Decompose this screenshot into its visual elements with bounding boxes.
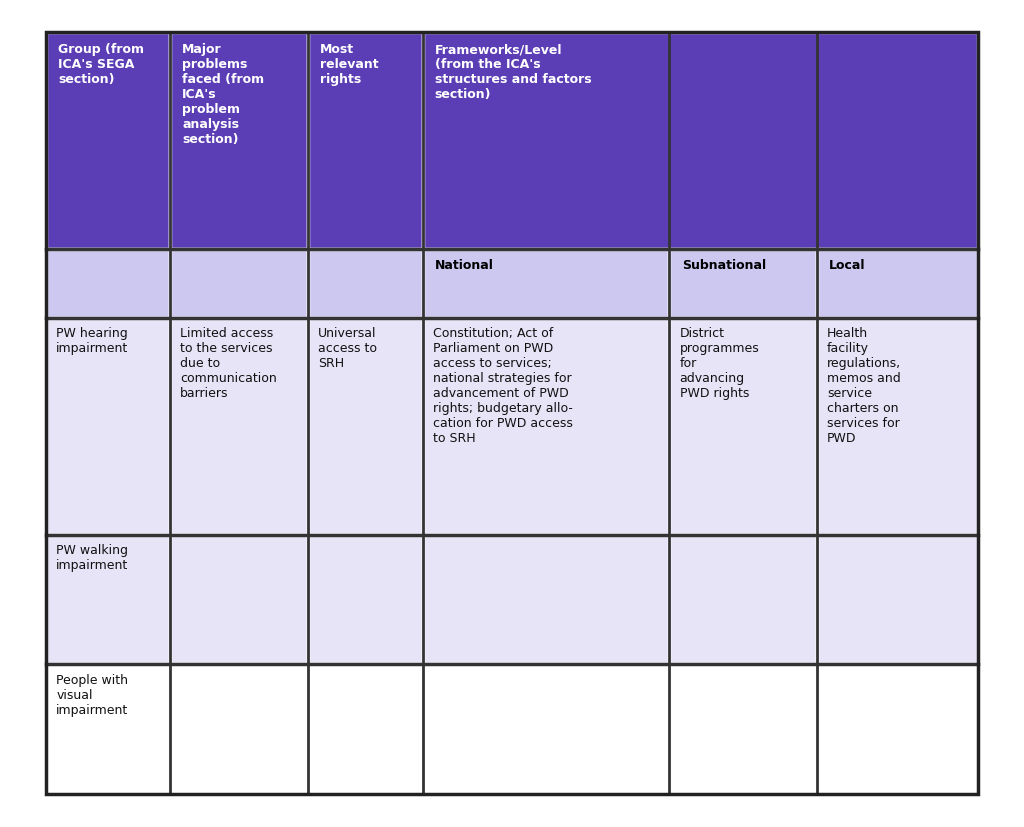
Bar [46,535,170,665]
Text: Major
problems
faced (from
ICA's
problem
analysis
section): Major problems faced (from ICA's problem… [182,43,264,146]
Bar [170,665,308,794]
Bar [817,250,978,318]
Bar [308,250,423,318]
Text: Constitution; Act of
Parliament on PWD
access to services;
national strategies f: Constitution; Act of Parliament on PWD a… [433,327,572,445]
Bar [308,535,423,665]
Bar [46,250,170,318]
Bar [308,665,423,794]
Bar [423,33,978,250]
Text: PW walking
impairment: PW walking impairment [56,543,129,571]
Text: District
programmes
for
advancing
PWD rights: District programmes for advancing PWD ri… [680,327,760,399]
Bar [170,33,308,250]
Bar [670,535,817,665]
Bar [170,250,308,318]
Text: Group (from
ICA's SEGA
section): Group (from ICA's SEGA section) [58,43,144,86]
Bar [46,33,170,250]
Bar [817,535,978,665]
Text: Limited access
to the services
due to
communication
barriers: Limited access to the services due to co… [180,327,278,399]
Bar [670,665,817,794]
Bar [46,318,170,535]
Bar [423,250,670,318]
Bar [670,250,817,318]
Bar [46,665,170,794]
Bar [308,318,423,535]
Text: Universal
access to
SRH: Universal access to SRH [318,327,377,370]
Bar [170,535,308,665]
Bar [817,665,978,794]
Text: Health
facility
regulations,
memos and
service
charters on
services for
PWD: Health facility regulations, memos and s… [827,327,901,445]
Bar [170,318,308,535]
Text: Most
relevant
rights: Most relevant rights [321,43,379,86]
Bar [423,318,670,535]
Bar [817,318,978,535]
Text: Local: Local [829,258,865,271]
Bar [670,318,817,535]
Bar [423,665,670,794]
Text: National: National [435,258,494,271]
Text: PW hearing
impairment: PW hearing impairment [56,327,129,355]
Text: Frameworks/Level
(from the ICA's
structures and factors
section): Frameworks/Level (from the ICA's structu… [435,43,592,101]
Text: Subnational: Subnational [682,258,766,271]
Bar [423,535,670,665]
Text: People with
visual
impairment: People with visual impairment [56,673,129,716]
Bar [308,33,423,250]
